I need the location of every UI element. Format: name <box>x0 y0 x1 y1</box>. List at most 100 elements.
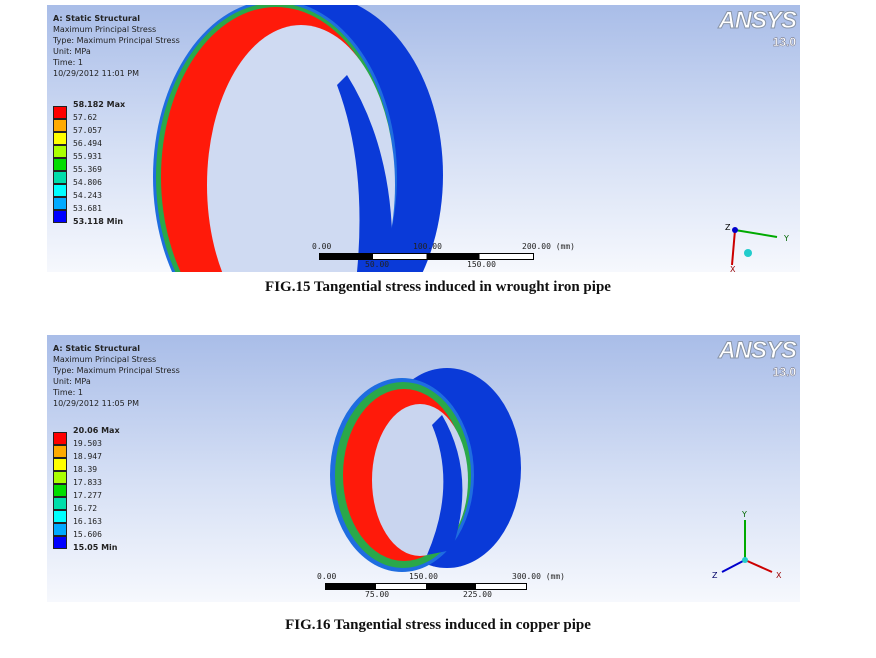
legend-value: 53.118 Min <box>73 217 124 226</box>
legend-swatch <box>53 210 67 223</box>
legend-row: 54.243 <box>53 191 173 210</box>
ansys-logo: ANSYS 13.0 <box>718 7 798 50</box>
legend-value: 54.806 <box>73 178 102 187</box>
legend-swatch <box>53 158 67 171</box>
legend-row: 57.62 <box>53 113 173 132</box>
figure-16-panel: A: Static Structural Maximum Principal S… <box>47 335 800 602</box>
legend-value: 15.606 <box>73 530 102 539</box>
result-date: 10/29/2012 11:05 PM <box>53 399 139 408</box>
figure-15-panel: A: Static Structural Maximum Principal S… <box>47 5 800 272</box>
copper-pipe-model <box>330 368 521 572</box>
legend-swatch <box>53 510 67 523</box>
legend-value: 16.72 <box>73 504 98 513</box>
legend-row: 20.06 Max <box>53 426 173 445</box>
legend-value: 57.057 <box>73 126 102 135</box>
legend-swatch <box>53 145 67 158</box>
legend-swatch <box>53 119 67 132</box>
legend-swatch <box>53 523 67 536</box>
legend-value: 57.62 <box>73 113 98 122</box>
legend-swatch <box>53 432 67 445</box>
wrought-iron-pipe-model <box>153 5 443 272</box>
result-unit: Unit: MPa <box>53 47 91 56</box>
result-date: 10/29/2012 11:01 PM <box>53 69 139 78</box>
result-info: A: Static Structural Maximum Principal S… <box>53 343 180 409</box>
legend-swatch <box>53 471 67 484</box>
result-unit: Unit: MPa <box>53 377 91 386</box>
scale-label: 150.00 <box>409 572 438 581</box>
logo-name: ANSYS <box>718 337 798 365</box>
legend-row: 19.503 <box>53 439 173 458</box>
scale-label: 0.00 <box>317 572 337 581</box>
scale-label: 50.00 <box>365 260 390 269</box>
axis-label: X <box>730 265 736 272</box>
legend-swatch <box>53 106 67 119</box>
legend-value: 15.05 Min <box>73 543 118 552</box>
axis-triad-icon: Z Y X <box>725 223 789 272</box>
color-legend: 58.182 Max 57.62 57.057 56.494 55.931 55.369 5… <box>53 100 173 236</box>
scale-label: 225.00 <box>463 590 492 599</box>
analysis-title: A: Static Structural <box>53 344 140 353</box>
legend-value: 18.39 <box>73 465 98 474</box>
axis-label: Y <box>741 510 747 519</box>
result-info: A: Static Structural Maximum Principal S… <box>53 13 180 79</box>
legend-row: 17.277 <box>53 491 173 510</box>
legend-row: 58.182 Max <box>53 100 173 119</box>
legend-value: 58.182 Max <box>73 100 126 109</box>
result-type: Type: Maximum Principal Stress <box>53 366 180 375</box>
legend-row: 17.833 <box>53 478 173 497</box>
legend-value: 55.931 <box>73 152 102 161</box>
axis-label: Z <box>712 571 718 580</box>
axis-label: X <box>776 571 782 580</box>
legend-swatch <box>53 536 67 549</box>
logo-version: 13.0 <box>772 365 796 379</box>
logo-version: 13.0 <box>772 35 796 49</box>
legend-swatch <box>53 497 67 510</box>
analysis-title: A: Static Structural <box>53 14 140 23</box>
axis-label: Y <box>783 234 789 243</box>
legend-row: 54.806 <box>53 178 173 197</box>
result-type: Type: Maximum Principal Stress <box>53 36 180 45</box>
legend-row: 55.369 <box>53 165 173 184</box>
scale-label: 200.00 (mm) <box>522 242 575 251</box>
legend-swatch <box>53 184 67 197</box>
legend-value: 18.947 <box>73 452 102 461</box>
legend-row: 56.494 <box>53 139 173 158</box>
legend-value: 55.369 <box>73 165 102 174</box>
legend-value: 16.163 <box>73 517 102 526</box>
scale-label: 150.00 <box>467 260 496 269</box>
legend-swatch <box>53 458 67 471</box>
legend-value: 17.833 <box>73 478 102 487</box>
legend-row: 16.72 <box>53 504 173 523</box>
legend-swatch <box>53 484 67 497</box>
result-name: Maximum Principal Stress <box>53 355 157 364</box>
legend-swatch <box>53 171 67 184</box>
legend-value: 17.277 <box>73 491 102 500</box>
ansys-logo: ANSYS 13.0 <box>718 337 798 380</box>
legend-row: 53.118 Min <box>53 217 173 236</box>
result-time: Time: 1 <box>53 388 83 397</box>
legend-swatch <box>53 132 67 145</box>
logo-name: ANSYS <box>718 7 798 35</box>
figure-15-caption: FIG.15 Tangential stress induced in wrou… <box>265 279 611 295</box>
legend-swatch <box>53 197 67 210</box>
axis-label: Z <box>725 223 731 232</box>
legend-row: 15.606 <box>53 530 173 549</box>
figure-16-caption: FIG.16 Tangential stress induced in copp… <box>285 617 591 633</box>
legend-row: 55.931 <box>53 152 173 171</box>
legend-row: 57.057 <box>53 126 173 145</box>
legend-row: 53.681 <box>53 204 173 223</box>
legend-value: 54.243 <box>73 191 102 200</box>
legend-swatch <box>53 445 67 458</box>
legend-value: 19.503 <box>73 439 102 448</box>
legend-value: 56.494 <box>73 139 102 148</box>
legend-row: 16.163 <box>53 517 173 536</box>
legend-row: 15.05 Min <box>53 543 173 562</box>
legend-row: 18.947 <box>53 452 173 471</box>
result-name: Maximum Principal Stress <box>53 25 157 34</box>
axis-triad-icon: Y Z X <box>712 510 782 580</box>
color-legend: 20.06 Max 19.503 18.947 18.39 17.833 17.277 16… <box>53 426 173 562</box>
scale-label: 0.00 <box>312 242 332 251</box>
legend-value: 53.681 <box>73 204 102 213</box>
legend-row: 18.39 <box>53 465 173 484</box>
result-time: Time: 1 <box>53 58 83 67</box>
